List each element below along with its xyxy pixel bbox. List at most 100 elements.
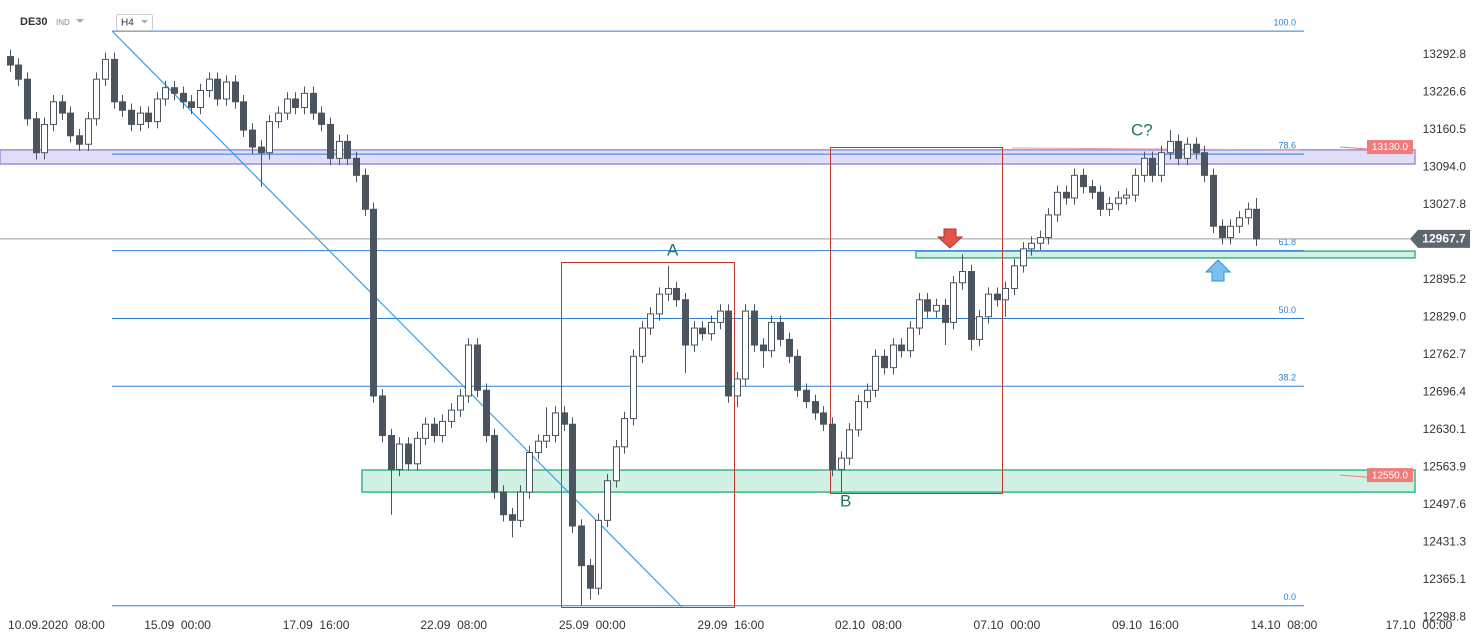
candle-body — [1201, 152, 1208, 176]
candle-body — [916, 299, 923, 329]
x-tick-label: 02.10 08:00 — [835, 618, 902, 632]
y-tick-label: 12696.4 — [1423, 384, 1467, 398]
candle-body — [1037, 237, 1044, 244]
y-tick-label: 13292.8 — [1423, 47, 1467, 61]
candle-body — [232, 81, 239, 103]
candle-body — [994, 293, 1001, 301]
candle-body — [864, 389, 871, 403]
y-tick-label: 12298.8 — [1423, 609, 1467, 623]
candle-body — [768, 321, 775, 352]
candle-body — [491, 435, 498, 493]
candle-body — [639, 327, 646, 357]
candle-body — [725, 310, 732, 397]
candle-body — [543, 435, 550, 442]
candle-body — [820, 412, 827, 425]
candle-body — [188, 101, 195, 108]
candle-body — [76, 135, 83, 145]
candle-body — [1141, 157, 1148, 176]
candle-body — [1115, 197, 1122, 205]
trend-line — [111, 30, 683, 608]
candle-body — [881, 355, 888, 369]
down-arrow — [936, 228, 964, 249]
candle-body — [717, 310, 724, 323]
candle-body — [33, 118, 40, 154]
candle-body — [777, 321, 784, 340]
candle-body — [673, 287, 680, 301]
x-tick-label: 10.09.2020 08:00 — [8, 618, 105, 632]
candle-body — [240, 101, 247, 131]
candle-body — [336, 140, 343, 159]
x-tick-label: 22.09 08:00 — [420, 618, 487, 632]
candle-body — [1071, 174, 1078, 199]
candle-body — [344, 140, 351, 159]
candle-body — [1020, 248, 1027, 267]
x-tick-label: 14.10 08:00 — [1251, 618, 1318, 632]
candle-body — [214, 78, 221, 100]
candle-body — [803, 389, 810, 403]
candle-body — [794, 355, 801, 391]
candle-body — [630, 355, 637, 420]
x-tick-label: 29.09 16:00 — [697, 618, 764, 632]
candle-body — [760, 344, 767, 352]
candle-body — [647, 313, 654, 329]
candle-body — [154, 98, 161, 123]
annotation: A — [667, 240, 679, 259]
y-tick-label: 13094.0 — [1423, 160, 1467, 174]
candle-body — [1184, 143, 1191, 159]
candle-body — [41, 123, 48, 154]
candle-body — [691, 327, 698, 346]
candle-body — [370, 208, 377, 397]
candle-body — [552, 412, 559, 437]
candle-body — [699, 327, 706, 335]
x-tick-label: 15.09 00:00 — [144, 618, 211, 632]
price-tag — [1367, 140, 1413, 155]
x-tick-label: 17.10 00:00 — [1386, 618, 1453, 632]
x-tick-label: 09.10 16:00 — [1112, 618, 1179, 632]
candle-body — [1236, 217, 1243, 227]
candle-body — [846, 429, 853, 459]
candle-body — [561, 412, 568, 425]
candle-body — [1123, 194, 1130, 199]
candle-body — [310, 92, 317, 114]
candle-body — [933, 304, 940, 312]
candle-body — [1028, 242, 1035, 250]
candle-body — [67, 112, 74, 137]
candle-body — [872, 355, 879, 391]
candle-body — [483, 389, 490, 437]
candle-body — [388, 435, 395, 470]
tag-line — [1339, 146, 1368, 150]
interval-selector[interactable] — [116, 14, 153, 31]
candle-body — [50, 101, 57, 125]
candle-body — [180, 92, 187, 103]
candle-body — [249, 129, 256, 148]
candle-body — [431, 423, 438, 437]
last-price-label: 12967.7 — [1422, 232, 1466, 246]
candle-body — [59, 101, 66, 114]
candle-body — [950, 282, 957, 323]
y-tick-label: 12762.7 — [1423, 347, 1467, 361]
dropdown-icon[interactable] — [76, 19, 84, 23]
candle-body — [474, 344, 481, 391]
candle-body — [93, 78, 100, 120]
candle-body — [786, 338, 793, 357]
candle-body — [24, 78, 31, 120]
y-tick-label: 12630.1 — [1423, 422, 1467, 436]
candle-body — [405, 443, 412, 465]
last-price-tag — [1410, 229, 1470, 248]
candle-body — [587, 565, 594, 589]
candle-body — [301, 92, 308, 108]
fib-label: 50.0 — [1278, 305, 1296, 315]
interval: H4 — [121, 18, 134, 29]
candle-body — [439, 420, 446, 437]
candle-body — [812, 401, 819, 414]
candle-body — [1045, 214, 1052, 239]
candle-body — [7, 56, 14, 66]
candle-body — [102, 58, 109, 80]
candle-body — [924, 299, 931, 312]
price-tag — [1367, 468, 1413, 483]
candle-body — [855, 401, 862, 431]
candle-body — [595, 519, 602, 589]
background-layer: 13130.0 12550.0 100.0 78.6 61.8 50.0 38.2 0.0 — [0, 17, 1416, 607]
candle-body — [1106, 203, 1113, 210]
